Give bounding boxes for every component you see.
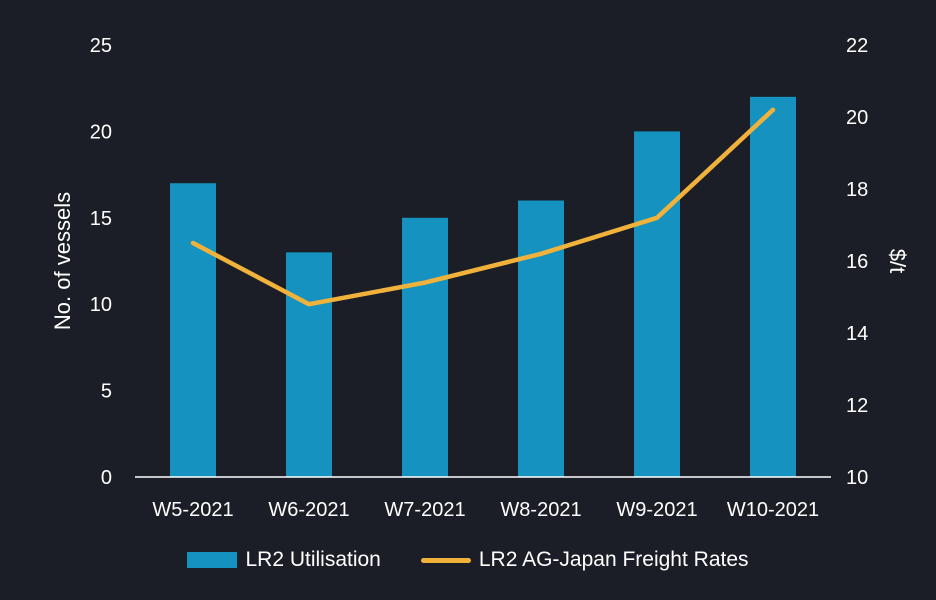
bar-w9-2021: [634, 131, 680, 477]
legend-bar-swatch: [187, 552, 238, 568]
x-tick-label: W5-2021: [152, 499, 233, 521]
x-tick-label: W7-2021: [384, 499, 465, 521]
bar-w5-2021: [170, 183, 216, 478]
bar-w10-2021: [750, 96, 796, 477]
legend-label-freight-rates: LR2 AG-Japan Freight Rates: [478, 548, 749, 571]
left-tick-label: 5: [101, 381, 112, 403]
right-tick-label: 20: [846, 107, 868, 129]
right-tick-label: 10: [846, 467, 868, 489]
legend-item-utilisation: LR2 Utilisation: [187, 548, 381, 572]
bar-series: [170, 96, 796, 478]
bar-w6-2021: [286, 252, 332, 477]
right-tick-label: 14: [846, 323, 868, 345]
left-tick-label: 25: [90, 35, 112, 57]
bar-w8-2021: [518, 200, 564, 477]
y2-axis-title: $/t: [885, 249, 910, 273]
right-tick-label: 12: [846, 395, 868, 417]
right-tick-label: 18: [846, 179, 868, 201]
x-tick-label: W8-2021: [500, 499, 581, 521]
legend-item-freight-rates: LR2 AG-Japan Freight Rates: [420, 548, 749, 572]
x-tick-label: W6-2021: [268, 499, 349, 521]
y-axis-title: No. of vessels: [50, 192, 75, 330]
right-tick-label: 16: [846, 251, 868, 273]
bar-w7-2021: [402, 217, 448, 478]
legend-line-swatch: [420, 557, 471, 563]
left-tick-label: 20: [90, 121, 112, 143]
left-axis-ticks: 0 5 10 15 20 25: [90, 35, 112, 489]
left-tick-label: 0: [101, 467, 112, 489]
right-axis-ticks: 10 12 14 16 18 20 22: [846, 35, 868, 489]
x-axis-ticks: W5-2021 W6-2021 W7-2021 W8-2021 W9-2021 W10-2…: [152, 499, 819, 521]
x-tick-label: W9-2021: [616, 499, 697, 521]
freight-rate-line: [190, 107, 776, 307]
x-tick-label: W10-2021: [727, 499, 819, 521]
left-tick-label: 15: [90, 208, 112, 230]
right-tick-label: 22: [846, 35, 868, 57]
legend: LR2 Utilisation LR2 AG-Japan Freight Rat…: [0, 548, 936, 572]
left-tick-label: 10: [90, 294, 112, 316]
legend-label-utilisation: LR2 Utilisation: [245, 548, 381, 571]
